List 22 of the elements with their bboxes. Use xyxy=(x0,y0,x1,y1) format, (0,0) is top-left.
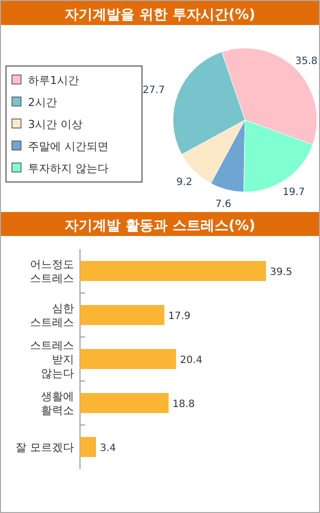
chart-title: 자기계발을 위한 투자시간(%) xyxy=(64,7,256,23)
data-label: 39.5 xyxy=(270,267,292,278)
data-label: 9.2 xyxy=(176,176,192,188)
data-label: 27.7 xyxy=(142,84,165,96)
legend-label: 3시간 이상 xyxy=(28,118,82,131)
y-tick-label: 스트레스 받지 않는다 xyxy=(30,339,74,380)
data-label: 18.8 xyxy=(172,399,195,410)
legend-label: 투자하지 않는다 xyxy=(28,162,108,175)
data-label: 3.4 xyxy=(100,443,116,454)
data-label: 7.6 xyxy=(215,199,232,210)
data-label: 17.9 xyxy=(168,311,191,322)
legend-label: 주말에 시간되면 xyxy=(28,140,108,153)
data-label: 20.4 xyxy=(180,355,202,366)
y-tick-label: 생활에 활력소 xyxy=(41,390,74,417)
legend-label: 2시간 xyxy=(28,96,57,109)
y-tick-label: 심한 스트레스 xyxy=(30,302,74,329)
legend-label: 하루1시간 xyxy=(28,74,79,87)
y-tick-label: 잘 모르겠다 xyxy=(16,441,74,454)
data-label: 19.7 xyxy=(282,186,305,198)
chart-title: 자기계발 활동과 스트레스(%) xyxy=(64,218,256,234)
y-tick-label: 어느정도 스트레스 xyxy=(30,258,74,285)
data-label: 35.8 xyxy=(295,56,318,67)
